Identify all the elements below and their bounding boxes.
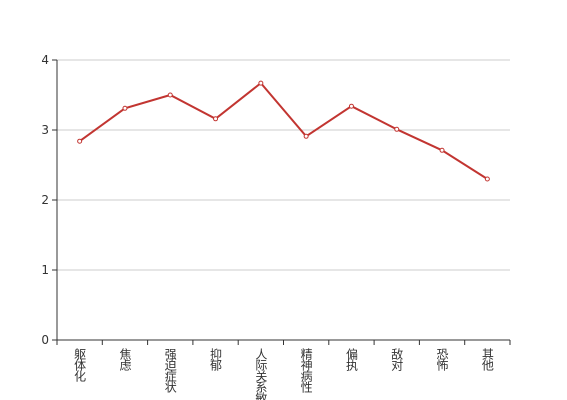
x-tick-label: 强迫症状 xyxy=(163,348,177,393)
x-tick-label: 敌对 xyxy=(390,347,404,371)
line xyxy=(79,81,488,180)
point xyxy=(77,138,83,144)
y-tick-label: 0 xyxy=(41,333,49,347)
point xyxy=(213,116,219,122)
x-tick-label: 抑郁 xyxy=(209,347,223,372)
point xyxy=(258,80,264,86)
y-tick-label: 3 xyxy=(41,123,49,137)
point xyxy=(348,103,354,109)
point xyxy=(167,92,173,98)
x-tick-label: 躯体化 xyxy=(73,347,87,383)
x-tick-label: 其他 xyxy=(480,348,494,371)
y-tick-label: 4 xyxy=(41,53,49,67)
x-tick-label: 焦虑 xyxy=(118,348,132,371)
x-tick-label: 恐怖 xyxy=(435,348,449,371)
point xyxy=(394,126,400,132)
point xyxy=(122,105,128,111)
x-tick-label: 人际关系敏感 xyxy=(254,348,268,400)
point xyxy=(303,133,309,139)
y-tick-label: 1 xyxy=(41,263,49,277)
x-tick-label: 偏执 xyxy=(344,347,358,372)
point xyxy=(439,147,445,153)
point xyxy=(484,176,490,182)
x-tick-label: 精神病性 xyxy=(299,348,313,394)
y-tick-label: 2 xyxy=(41,193,49,207)
